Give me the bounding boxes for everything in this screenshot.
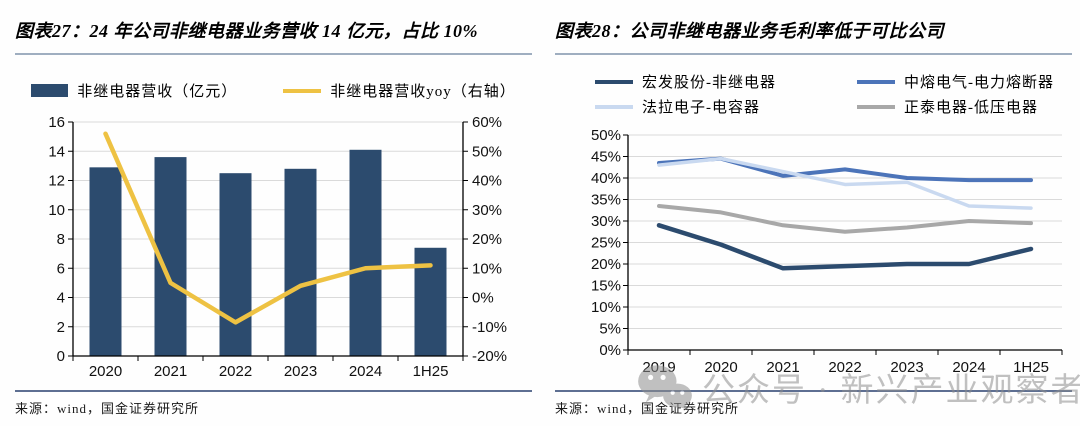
bar-2020: [89, 167, 122, 356]
legend-item: 非继电器营收yoy（右轴）: [283, 80, 516, 101]
legend-item: 法拉电子-电容器: [595, 96, 857, 117]
right-axis-tick-label: 50%: [472, 143, 502, 160]
left-axis-tick-label: 14: [48, 143, 65, 160]
figure-27-bottom-border: [15, 390, 532, 392]
y-axis-tick-label: 15%: [591, 278, 621, 295]
right-axis-tick-label: 30%: [472, 202, 502, 219]
right-axis-tick-label: -10%: [472, 319, 507, 336]
y-axis-tick-label: 20%: [591, 256, 621, 273]
gridlines: [73, 121, 463, 328]
figure-28-bottom-border: [555, 390, 1072, 392]
margin-line-chart: 0% 5% 10% 15% 20% 25% 30% 35% 40% 45% 50% 2019 2020 2…: [591, 127, 1063, 376]
legend-label: 非继电器营收yoy（右轴）: [330, 84, 516, 100]
right-axis-tick-label: 10%: [472, 260, 502, 277]
series-line-1: [657, 156, 1033, 183]
legend-line-swatch: [283, 88, 322, 93]
y-axis-tick-label: 45%: [591, 149, 621, 166]
x-axis-label: 2023: [284, 363, 317, 380]
x-axis-label: 2021: [154, 363, 187, 380]
bar-2022: [219, 173, 252, 356]
legend-label: 非继电器营收（亿元）: [77, 84, 238, 100]
x-axis-label: 1H25: [413, 363, 449, 380]
legend-item: 非继电器营收（亿元）: [31, 80, 237, 101]
left-axis-tick-label: 2: [57, 319, 65, 336]
legend-line-swatch: [857, 79, 895, 84]
x-axis-label: 2019: [642, 359, 675, 376]
legend-item: 宏发股份-非继电器: [595, 71, 857, 92]
y-axis-tick-label: 35%: [591, 192, 621, 209]
series-line-3: [657, 203, 1033, 234]
y-axis-tick-label: 30%: [591, 213, 621, 230]
x-axis-label: 2021: [766, 359, 799, 376]
figure-27: 图表27：24 年公司非继电器业务营收 14 亿元，占比 10% 非继电器营收（…: [15, 0, 532, 426]
yoy-line: [103, 131, 433, 325]
legend-line-swatch: [595, 79, 633, 84]
figure-28-source-note: 来源：wind，国金证券研究所: [555, 401, 740, 416]
bar-2024: [349, 149, 382, 356]
y-axis-tick-label: 0%: [599, 342, 621, 359]
left-axis-tick-label: 10: [48, 202, 65, 219]
figure-28: 图表28：公司非继电器业务毛利率低于可比公司 宏发股份-非继电器 中熔电气-电力熔…: [555, 0, 1072, 426]
figure-28-title: 图表28：公司非继电器业务毛利率低于可比公司: [555, 21, 944, 41]
left-axis-tick-label: 0: [57, 348, 65, 365]
left-axis-tick-label: 8: [57, 231, 65, 248]
legend-label: 法拉电子-电容器: [642, 100, 760, 116]
bar-2023: [284, 168, 317, 356]
x-axis-label: 2020: [89, 363, 122, 380]
x-axis-label: 2020: [704, 359, 737, 376]
y-axis-tick-label: 25%: [591, 235, 621, 252]
series-line-0: [656, 223, 1034, 271]
revenue-combo-chart: 0 -20%2 -10%4 0%6 10%8 20%10 30%12 40%14 50%16 60…: [48, 114, 507, 380]
y-axis-tick-label: 10%: [591, 299, 621, 316]
x-axis-label: 2022: [219, 363, 252, 380]
right-axis-tick-label: 40%: [472, 173, 502, 190]
figure-27-source-note: 来源：wind，国金证券研究所: [15, 401, 200, 416]
left-axis-tick-label: 12: [48, 173, 65, 190]
legend-line-swatch: [857, 104, 895, 109]
series-line-2: [657, 156, 1033, 210]
legend-label: 正泰电器-低压电器: [904, 100, 1038, 116]
x-axis-label: 2022: [828, 359, 861, 376]
y-axis-tick-label: 5%: [599, 321, 621, 338]
y-axis-tick-label: 50%: [591, 127, 621, 144]
figure-28-title-underline: [555, 53, 1072, 55]
legend-bar-swatch: [31, 84, 69, 97]
legend-label: 中熔电气-电力熔断器: [904, 75, 1054, 91]
right-axis-tick-label: 20%: [472, 231, 502, 248]
x-axis-label: 2024: [952, 359, 985, 376]
legend-label: 宏发股份-非继电器: [642, 75, 776, 91]
legend-item: 中熔电气-电力熔断器: [857, 71, 1054, 92]
y-axis-tick-label: 40%: [591, 170, 621, 187]
x-axis-label: 2023: [890, 359, 923, 376]
gridlines: [628, 134, 1062, 329]
right-axis-tick-label: -20%: [472, 348, 507, 365]
figure-27-legend: 非继电器营收（亿元） 非继电器营收yoy（右轴）: [15, 80, 532, 101]
right-axis-tick-label: 0%: [472, 290, 494, 307]
left-axis-tick-label: 16: [48, 114, 65, 131]
x-axis-label: 1H25: [1013, 359, 1049, 376]
right-axis-tick-label: 60%: [472, 114, 502, 131]
legend-item: 正泰电器-低压电器: [857, 96, 1054, 117]
figure-28-legend: 宏发股份-非继电器 中熔电气-电力熔断器法拉电子-电容器 正泰电器-低压电器: [595, 71, 1054, 117]
x-axis-label: 2024: [349, 363, 382, 380]
left-axis-tick-label: 4: [57, 290, 65, 307]
left-axis-tick-label: 6: [57, 260, 65, 277]
figure-27-title-underline: [15, 53, 532, 55]
figure-27-title: 图表27：24 年公司非继电器业务营收 14 亿元，占比 10%: [15, 21, 478, 41]
legend-line-swatch: [595, 104, 633, 109]
